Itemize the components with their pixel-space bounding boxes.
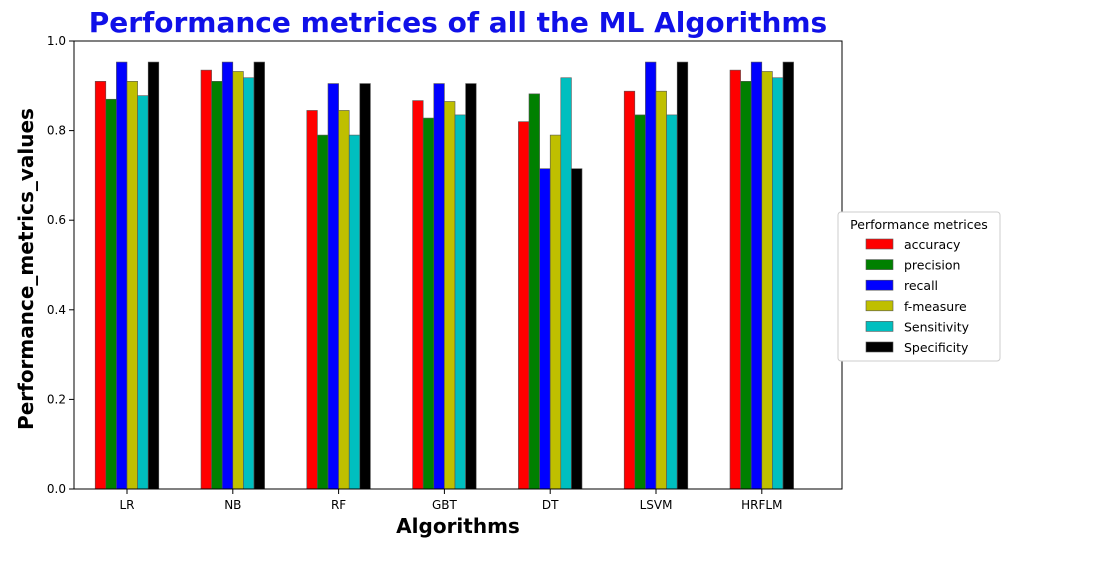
bar-sensitivity-nb xyxy=(243,77,255,490)
bar-precision-gbt xyxy=(422,117,435,490)
bar-f-measure-lsvm xyxy=(655,90,667,490)
bar-recall-dt xyxy=(539,168,551,490)
legend-label-precision: precision xyxy=(904,258,960,273)
x-axis: LR NB RF GBT DT LSVM HRFLM xyxy=(119,489,782,512)
legend-label-accuracy: accuracy xyxy=(904,237,961,252)
legend-items: accuracy precision recall f-measure Sensitiv… xyxy=(865,237,970,355)
x-tick-label-lsvm: LSVM xyxy=(640,498,673,512)
bar-sensitivity-lsvm xyxy=(666,114,678,490)
legend-swatch-specificity xyxy=(865,341,894,353)
legend-swatch-recall xyxy=(865,279,894,291)
bar-accuracy-hrflm xyxy=(729,69,741,490)
bar-accuracy-lsvm xyxy=(623,90,636,490)
bar-f-measure-dt xyxy=(549,134,562,490)
bar-sensitivity-gbt xyxy=(454,114,466,490)
legend-label-f-measure: f-measure xyxy=(904,299,967,314)
bar-recall-lsvm xyxy=(645,61,657,490)
bar-recall-nb xyxy=(221,61,234,490)
x-axis-label: Algorithms xyxy=(396,514,520,538)
legend-title: Performance metrices xyxy=(850,217,988,232)
bar-precision-rf xyxy=(317,134,329,490)
y-tick-label: 0.0 xyxy=(47,482,66,496)
bar-f-measure-lr xyxy=(126,81,138,490)
bar-recall-lr xyxy=(116,61,128,490)
bar-specificity-gbt xyxy=(465,83,477,490)
bar-specificity-rf xyxy=(359,83,371,490)
bar-recall-gbt xyxy=(433,83,445,490)
bar-accuracy-rf xyxy=(306,110,318,490)
bar-accuracy-lr xyxy=(94,81,107,490)
bars-layer xyxy=(94,61,794,490)
bar-precision-hrflm xyxy=(740,81,752,490)
legend: Performance metrices accuracy precision re… xyxy=(837,211,1001,362)
bar-sensitivity-lr xyxy=(137,95,149,490)
bar-sensitivity-rf xyxy=(348,134,361,490)
bar-recall-rf xyxy=(327,83,339,490)
legend-swatch-sensitivity xyxy=(865,321,894,332)
x-tick-label-lr: LR xyxy=(119,498,134,512)
bar-sensitivity-hrflm xyxy=(772,77,784,490)
bar-specificity-hrflm xyxy=(782,61,794,490)
x-tick-label-dt: DT xyxy=(542,498,559,512)
bar-precision-dt xyxy=(528,93,540,490)
legend-label-specificity: Specificity xyxy=(904,340,969,355)
bar-f-measure-gbt xyxy=(444,101,456,490)
bar-accuracy-nb xyxy=(200,69,212,490)
bar-specificity-lr xyxy=(147,61,160,490)
y-tick-label: 1.0 xyxy=(47,34,66,48)
bar-accuracy-gbt xyxy=(412,100,424,490)
x-tick-label-hrflm: HRFLM xyxy=(741,498,782,512)
y-axis: 0.0 0.2 0.4 0.6 0.8 1.0 xyxy=(47,34,74,496)
x-tick-label-gbt: GBT xyxy=(432,498,458,512)
legend-label-sensitivity: Sensitivity xyxy=(904,319,970,334)
y-tick-label: 0.6 xyxy=(47,213,66,227)
bar-specificity-nb xyxy=(253,61,265,490)
bar-precision-nb xyxy=(211,81,223,490)
legend-swatch-f-measure xyxy=(865,300,894,312)
legend-swatch-accuracy xyxy=(865,238,894,250)
x-tick-label-rf: RF xyxy=(331,498,346,512)
bar-f-measure-rf xyxy=(338,110,350,490)
legend-label-recall: recall xyxy=(904,278,938,293)
bar-specificity-dt xyxy=(571,168,583,490)
bar-sensitivity-dt xyxy=(560,77,572,490)
bar-specificity-lsvm xyxy=(676,61,689,490)
bar-accuracy-dt xyxy=(518,121,530,490)
bar-recall-hrflm xyxy=(750,61,763,490)
chart-title: Performance metrices of all the ML Algor… xyxy=(89,6,827,39)
bar-f-measure-hrflm xyxy=(761,71,773,490)
y-tick-label: 0.4 xyxy=(47,303,66,317)
y-tick-label: 0.8 xyxy=(47,124,66,138)
y-axis-label: Performance_metrics_values xyxy=(14,108,38,430)
bar-f-measure-nb xyxy=(232,71,244,490)
x-tick-label-nb: NB xyxy=(224,498,241,512)
y-tick-label: 0.2 xyxy=(47,392,66,406)
bar-precision-lr xyxy=(105,98,117,490)
legend-swatch-precision xyxy=(865,259,894,270)
bar-precision-lsvm xyxy=(634,114,646,490)
